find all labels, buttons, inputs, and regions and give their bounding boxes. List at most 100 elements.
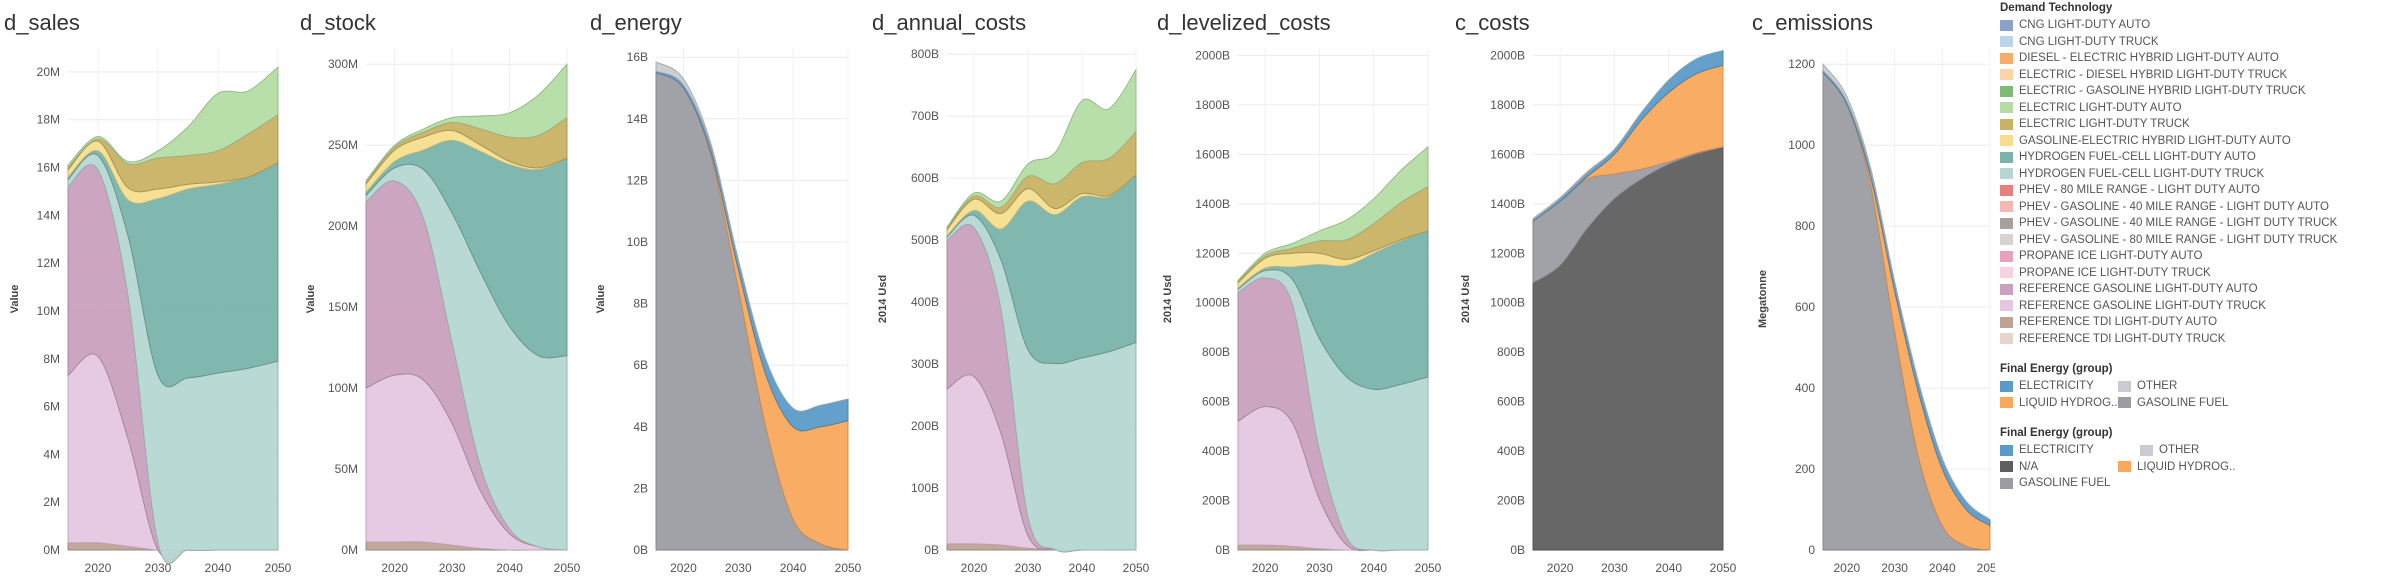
- legend-swatch: [2140, 444, 2153, 456]
- legend-label: PHEV - GASOLINE - 40 MILE RANGE - LIGHT …: [2019, 200, 2329, 213]
- legend-item[interactable]: GASOLINE FUEL: [2000, 475, 2118, 492]
- x-tick-label: 2040: [1360, 561, 1387, 575]
- chart-title: d_levelized_costs: [1157, 10, 1331, 35]
- legend-item[interactable]: ELECTRICITY: [2000, 378, 2118, 395]
- legend-item[interactable]: PHEV - GASOLINE - 40 MILE RANGE - LIGHT …: [2000, 215, 2380, 232]
- legend-item[interactable]: ELECTRIC - GASOLINE HYBRID LIGHT-DUTY TR…: [2000, 83, 2380, 100]
- legend-swatch: [2000, 69, 2013, 81]
- legend-item[interactable]: PHEV - GASOLINE - 40 MILE RANGE - LIGHT …: [2000, 199, 2380, 216]
- x-tick-label: 2030: [1601, 561, 1628, 575]
- y-tick-label: 10M: [37, 304, 60, 318]
- y-tick-label: 0B: [1510, 543, 1525, 557]
- area-series-3[interactable]: [1822, 62, 1991, 520]
- y-tick-label: 100M: [328, 381, 358, 395]
- chart-title: d_sales: [4, 10, 80, 35]
- y-tick-label: 100B: [911, 481, 939, 495]
- legend-item[interactable]: HYDROGEN FUEL-CELL LIGHT-DUTY TRUCK: [2000, 166, 2380, 183]
- legend-item[interactable]: OTHER: [2140, 442, 2258, 459]
- legend-item[interactable]: GASOLINE-ELECTRIC HYBRID LIGHT-DUTY AUTO: [2000, 133, 2380, 150]
- y-tick-label: 2000B: [1195, 48, 1230, 62]
- legend-label: OTHER: [2159, 444, 2200, 457]
- chart-c_emissions: c_emissions Megatonne 0 200 400 600 800 1000 120…: [1752, 10, 1995, 575]
- legend-item[interactable]: REFERENCE TDI LIGHT-DUTY TRUCK: [2000, 331, 2380, 348]
- legend-item[interactable]: LIQUID HYDROG..: [2000, 395, 2118, 412]
- legend-item[interactable]: ELECTRIC LIGHT-DUTY AUTO: [2000, 100, 2380, 117]
- legend-item[interactable]: GASOLINE FUEL: [2118, 395, 2236, 412]
- legend-swatch: [2000, 267, 2013, 279]
- legend-swatch: [2000, 250, 2013, 262]
- legend-label: GASOLINE FUEL: [2137, 396, 2229, 409]
- x-tick-label: 2040: [205, 561, 232, 575]
- area-series-3[interactable]: [655, 61, 849, 412]
- area-series-7[interactable]: [67, 66, 279, 169]
- area-series-7[interactable]: [1237, 145, 1429, 283]
- y-tick-label: 0M: [341, 543, 358, 557]
- y-axis-label: Megatonne: [1757, 270, 1769, 328]
- y-tick-label: 2000B: [1490, 48, 1525, 62]
- legend-item[interactable]: OTHER: [2118, 378, 2236, 395]
- legend-panel: Demand Technology CNG LIGHT-DUTY AUTO CNG…: [2000, 0, 2380, 492]
- legend-label: ELECTRIC - DIESEL HYBRID LIGHT-DUTY TRUC…: [2019, 68, 2288, 81]
- legend-swatch: [2118, 461, 2131, 473]
- legend-item[interactable]: PHEV - GASOLINE - 80 MILE RANGE - LIGHT …: [2000, 232, 2380, 249]
- x-tick-label: 2030: [1306, 561, 1333, 575]
- chart-title: c_emissions: [1752, 10, 1873, 35]
- legend-item[interactable]: PHEV - 80 MILE RANGE - LIGHT DUTY AUTO: [2000, 182, 2380, 199]
- y-tick-label: 400B: [911, 295, 939, 309]
- y-tick-label: 16B: [627, 50, 648, 64]
- y-tick-label: 400B: [1202, 444, 1230, 458]
- legend-item[interactable]: CNG LIGHT-DUTY TRUCK: [2000, 34, 2380, 51]
- legend-swatch: [2000, 316, 2013, 328]
- area-series-0[interactable]: [1822, 70, 1991, 551]
- y-tick-label: 400: [1795, 381, 1815, 395]
- legend-item[interactable]: CNG LIGHT-DUTY AUTO: [2000, 17, 2380, 34]
- y-tick-label: 600B: [1497, 395, 1525, 409]
- legend-item[interactable]: PROPANE ICE LIGHT-DUTY AUTO: [2000, 248, 2380, 265]
- y-tick-label: 1000: [1788, 138, 1815, 152]
- legend-title: Final Energy (group): [2000, 363, 2113, 375]
- legend-item[interactable]: DIESEL - ELECTRIC HYBRID LIGHT-DUTY AUTO: [2000, 50, 2380, 67]
- y-tick-label: 200: [1795, 462, 1815, 476]
- x-tick-label: 2050: [554, 561, 581, 575]
- legend-item[interactable]: N/A: [2000, 459, 2118, 476]
- x-tick-label: 2020: [670, 561, 697, 575]
- legend-item[interactable]: REFERENCE GASOLINE LIGHT-DUTY TRUCK: [2000, 298, 2380, 315]
- area-series-7[interactable]: [946, 68, 1137, 230]
- x-tick-label: 2020: [1252, 561, 1279, 575]
- legend-item[interactable]: REFERENCE GASOLINE LIGHT-DUTY AUTO: [2000, 281, 2380, 298]
- y-axis-label: 2014 Usd: [877, 275, 889, 323]
- y-tick-label: 0B: [633, 543, 648, 557]
- legend-label: ELECTRIC - GASOLINE HYBRID LIGHT-DUTY TR…: [2019, 85, 2306, 98]
- legend-swatch: [2118, 397, 2131, 409]
- chart-d_sales: d_sales Value 0M 2M 4M 6M 8M 10M 12M 14M 16M 18M 20M…: [4, 10, 292, 575]
- y-tick-label: 800B: [1202, 345, 1230, 359]
- chart-d_levelized_costs: d_levelized_costs 2014 Usd 0B 200B 400B 600B 8…: [1157, 10, 1442, 575]
- legend-swatch: [2000, 461, 2013, 473]
- legend-item[interactable]: LIQUID HYDROG..: [2118, 459, 2258, 476]
- x-tick-label: 2020: [961, 561, 988, 575]
- legend-final-energy-costs: Final Energy (group) ELECTRICITY OTHER N/A…: [2000, 427, 2380, 492]
- legend-item[interactable]: ELECTRIC - DIESEL HYBRID LIGHT-DUTY TRUC…: [2000, 67, 2380, 84]
- chart-title: d_stock: [300, 10, 377, 35]
- y-tick-label: 200B: [1497, 494, 1525, 508]
- legend-swatch: [2000, 217, 2013, 229]
- legend-swatch: [2000, 397, 2013, 409]
- legend-label: REFERENCE GASOLINE LIGHT-DUTY TRUCK: [2019, 299, 2266, 312]
- y-tick-label: 800B: [911, 47, 939, 61]
- legend-item[interactable]: HYDROGEN FUEL-CELL LIGHT-DUTY AUTO: [2000, 149, 2380, 166]
- legend-item[interactable]: ELECTRICITY: [2000, 442, 2140, 459]
- legend-item[interactable]: ELECTRIC LIGHT-DUTY TRUCK: [2000, 116, 2380, 133]
- legend-swatch: [2000, 184, 2013, 196]
- y-tick-label: 1000B: [1490, 296, 1525, 310]
- legend-item[interactable]: REFERENCE TDI LIGHT-DUTY AUTO: [2000, 314, 2380, 331]
- area-series-7[interactable]: [365, 63, 568, 184]
- area-series-4[interactable]: [1532, 50, 1724, 221]
- chart-title: c_costs: [1455, 10, 1530, 35]
- legend-demand-technology: Demand Technology CNG LIGHT-DUTY AUTO CNG…: [2000, 2, 2380, 347]
- legend-label: REFERENCE TDI LIGHT-DUTY AUTO: [2019, 316, 2218, 329]
- dashboard-charts: d_sales Value 0M 2M 4M 6M 8M 10M 12M 14M 16M 18M 20M…: [4, 10, 1995, 575]
- x-tick-label: 2030: [145, 561, 172, 575]
- y-tick-label: 6M: [43, 400, 60, 414]
- legend-swatch: [2000, 477, 2013, 489]
- legend-item[interactable]: PROPANE ICE LIGHT-DUTY TRUCK: [2000, 265, 2380, 282]
